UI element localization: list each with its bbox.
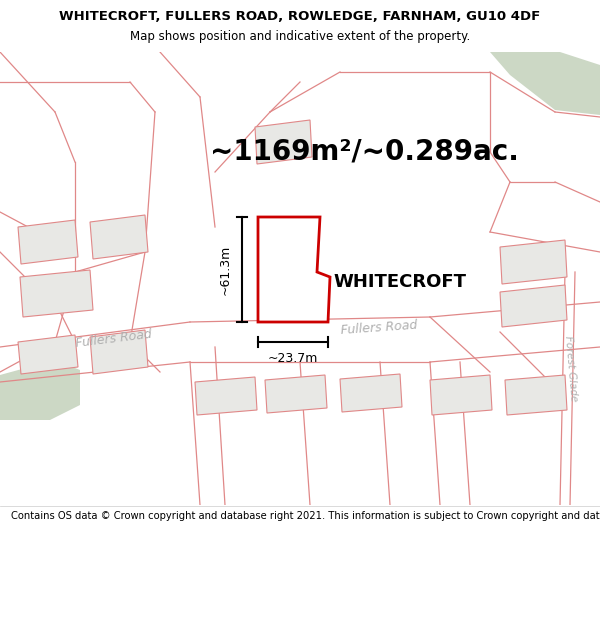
Polygon shape	[90, 215, 148, 259]
Polygon shape	[500, 285, 567, 327]
Polygon shape	[90, 330, 148, 374]
Polygon shape	[255, 120, 312, 164]
Text: WHITECROFT, FULLERS ROAD, ROWLEDGE, FARNHAM, GU10 4DF: WHITECROFT, FULLERS ROAD, ROWLEDGE, FARN…	[59, 11, 541, 23]
Text: WHITECROFT: WHITECROFT	[334, 273, 467, 291]
Polygon shape	[430, 375, 492, 415]
Text: Fullers Road: Fullers Road	[75, 328, 153, 350]
Polygon shape	[195, 377, 257, 415]
Polygon shape	[340, 374, 402, 412]
Polygon shape	[0, 360, 80, 420]
Polygon shape	[20, 270, 93, 317]
Text: ~1169m²/~0.289ac.: ~1169m²/~0.289ac.	[210, 138, 519, 166]
Text: Forest Glade: Forest Glade	[563, 336, 579, 402]
Text: ~23.7m: ~23.7m	[268, 352, 318, 365]
Polygon shape	[500, 240, 567, 284]
Text: Contains OS data © Crown copyright and database right 2021. This information is : Contains OS data © Crown copyright and d…	[11, 511, 600, 521]
Polygon shape	[18, 335, 78, 374]
Polygon shape	[258, 217, 330, 322]
Text: ~61.3m: ~61.3m	[219, 244, 232, 294]
Polygon shape	[505, 375, 567, 415]
Polygon shape	[18, 220, 78, 264]
Text: Fullers Road: Fullers Road	[340, 319, 418, 337]
Polygon shape	[265, 375, 327, 413]
Polygon shape	[490, 52, 600, 115]
Text: Map shows position and indicative extent of the property.: Map shows position and indicative extent…	[130, 29, 470, 42]
